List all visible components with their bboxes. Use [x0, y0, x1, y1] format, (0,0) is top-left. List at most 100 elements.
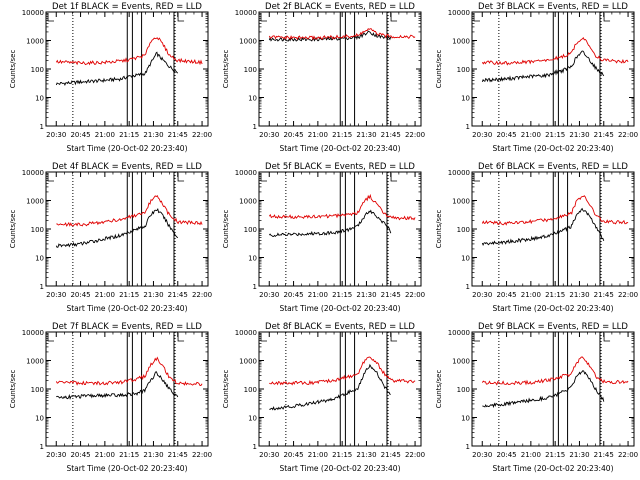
corner-mark	[177, 173, 185, 182]
x-tick-label: 21:15	[119, 131, 139, 139]
y-tick-label: 1	[466, 283, 470, 291]
lld-series-line	[481, 195, 629, 226]
x-tick-label: 20:45	[283, 131, 303, 139]
events-series-line	[481, 50, 605, 83]
events-series-line	[268, 209, 392, 238]
x-tick-label: 21:45	[594, 291, 614, 299]
corner-mark	[473, 13, 480, 22]
x-tick-label: 21:30	[143, 451, 163, 459]
y-axis-label: Counts/sec	[222, 210, 230, 249]
x-tick-label: 21:15	[119, 291, 139, 299]
detector-panel: Det 4f BLACK = Events, RED = LLD Counts/s…	[9, 162, 212, 313]
y-tick-label: 100	[31, 386, 44, 394]
detector-panel: Det 2f BLACK = Events, RED = LLD Counts/s…	[222, 2, 425, 153]
x-tick-label: 21:30	[356, 291, 376, 299]
x-tick-label: 21:45	[168, 291, 188, 299]
x-axis-label: Start Time (20-Oct-02 20:23:40)	[279, 464, 400, 473]
y-tick-label: 1	[40, 443, 44, 451]
y-tick-label: 10	[35, 95, 44, 103]
x-tick-label: 20:45	[70, 131, 90, 139]
y-axis-label: Counts/sec	[435, 210, 443, 249]
y-tick-label: 1	[253, 283, 257, 291]
y-tick-label: 10	[35, 255, 44, 263]
x-tick-label: 21:00	[521, 291, 541, 299]
x-axis-label: Start Time (20-Oct-02 20:23:40)	[66, 304, 187, 313]
x-tick-label: 21:30	[143, 131, 163, 139]
y-tick-label: 10	[248, 255, 257, 263]
x-tick-label: 20:45	[496, 131, 516, 139]
x-tick-label: 21:00	[95, 451, 115, 459]
panel-title: Det 1f BLACK = Events, RED = LLD	[52, 2, 202, 12]
x-tick-label: 21:15	[332, 451, 352, 459]
y-tick-label: 100	[244, 386, 257, 394]
x-tick-label: 21:15	[119, 451, 139, 459]
y-tick-label: 10	[248, 95, 257, 103]
panel-title: Det 9f BLACK = Events, RED = LLD	[478, 322, 628, 332]
x-tick-label: 21:15	[545, 291, 565, 299]
x-tick-label: 21:30	[569, 291, 589, 299]
detector-panel: Det 9f BLACK = Events, RED = LLD Counts/s…	[435, 322, 638, 473]
corner-mark	[603, 13, 611, 22]
corner-mark	[603, 333, 611, 342]
x-tick-label: 21:15	[332, 131, 352, 139]
detector-panel: Det 6f BLACK = Events, RED = LLD Counts/s…	[435, 162, 638, 313]
lld-series-line	[268, 193, 416, 221]
x-tick-label: 21:00	[308, 291, 328, 299]
y-tick-label: 100	[457, 386, 470, 394]
x-tick-label: 21:00	[95, 131, 115, 139]
corner-mark	[473, 173, 480, 182]
events-series-line	[482, 369, 605, 409]
y-axis-label: Counts/sec	[222, 50, 230, 89]
panel-title: Det 3f BLACK = Events, RED = LLD	[478, 2, 628, 12]
x-tick-label: 20:30	[46, 451, 66, 459]
x-tick-label: 21:15	[545, 451, 565, 459]
y-tick-label: 10000	[448, 9, 470, 17]
lld-series-line	[269, 356, 416, 386]
x-tick-label: 21:00	[521, 131, 541, 139]
x-tick-label: 20:45	[496, 451, 516, 459]
x-tick-label: 21:15	[332, 291, 352, 299]
x-tick-label: 21:00	[308, 131, 328, 139]
x-tick-label: 21:30	[569, 131, 589, 139]
x-axis-label: Start Time (20-Oct-02 20:23:40)	[492, 464, 613, 473]
lld-series-line	[268, 28, 416, 41]
y-tick-label: 1000	[239, 38, 257, 46]
y-tick-label: 10000	[448, 169, 470, 177]
y-axis-label: Counts/sec	[9, 370, 17, 409]
x-tick-label: 20:30	[472, 131, 492, 139]
y-tick-label: 1000	[26, 358, 44, 366]
x-tick-label: 22:00	[618, 131, 638, 139]
panel-title: Det 7f BLACK = Events, RED = LLD	[52, 322, 202, 332]
y-tick-label: 1	[40, 283, 44, 291]
corner-mark	[473, 333, 480, 342]
y-tick-label: 100	[457, 226, 470, 234]
y-tick-label: 100	[31, 226, 44, 234]
x-tick-label: 22:00	[405, 291, 425, 299]
x-axis-label: Start Time (20-Oct-02 20:23:40)	[279, 144, 400, 153]
events-series-line	[481, 207, 605, 246]
y-tick-label: 1	[466, 123, 470, 131]
y-tick-label: 1000	[452, 198, 470, 206]
x-tick-label: 20:30	[259, 131, 279, 139]
y-tick-label: 1	[253, 123, 257, 131]
y-axis-label: Counts/sec	[435, 50, 443, 89]
panel-title: Det 8f BLACK = Events, RED = LLD	[265, 322, 415, 332]
y-axis-label: Counts/sec	[222, 370, 230, 409]
y-tick-label: 1000	[452, 358, 470, 366]
corner-mark	[177, 13, 185, 22]
x-tick-label: 21:45	[594, 451, 614, 459]
y-tick-label: 100	[244, 66, 257, 74]
y-tick-label: 10000	[22, 169, 44, 177]
corner-mark	[260, 333, 267, 342]
y-tick-label: 100	[244, 226, 257, 234]
y-tick-label: 10	[461, 415, 470, 423]
x-tick-label: 20:45	[496, 291, 516, 299]
x-tick-label: 21:00	[521, 451, 541, 459]
y-tick-label: 1000	[26, 198, 44, 206]
x-tick-label: 20:30	[472, 451, 492, 459]
x-tick-label: 22:00	[405, 451, 425, 459]
corner-mark	[260, 13, 267, 22]
detector-panel: Det 5f BLACK = Events, RED = LLD Counts/s…	[222, 162, 425, 313]
detector-panel: Det 7f BLACK = Events, RED = LLD Counts/s…	[9, 322, 212, 473]
x-axis-label: Start Time (20-Oct-02 20:23:40)	[66, 144, 187, 153]
